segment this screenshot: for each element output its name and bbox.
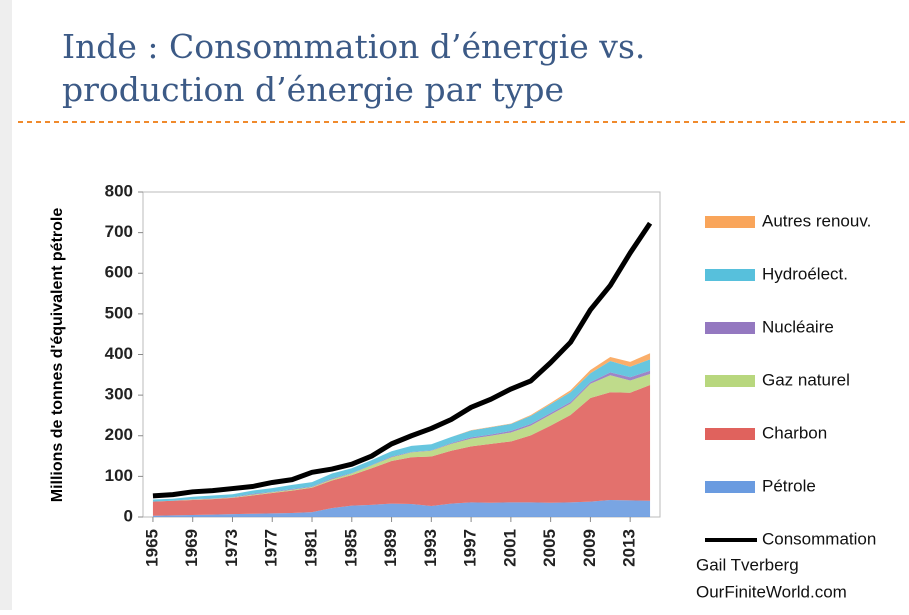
x-tick-label: 1965 [142, 529, 161, 567]
y-tick-label: 500 [105, 303, 133, 322]
x-tick-label: 2005 [540, 529, 559, 567]
x-tick-label: 1993 [421, 529, 440, 567]
x-tick-label: 1985 [341, 529, 360, 567]
x-tick-label: 2001 [500, 529, 519, 567]
legend-swatch [705, 322, 755, 334]
legend-label: Gaz naturel [762, 370, 850, 389]
y-axis-label: Millions de tonnes d'équivalent pétrole [49, 208, 66, 503]
area [152, 499, 651, 517]
y-tick-label: 800 [105, 181, 133, 200]
legend-label: Nucléaire [762, 317, 834, 336]
legend-swatch [705, 216, 755, 228]
y-tick-label: 200 [105, 425, 133, 444]
chart-title: production d’énergie par type [62, 70, 564, 109]
x-tick-label: 1989 [381, 529, 400, 567]
credit: OurFiniteWorld.com [696, 582, 847, 601]
x-tick-label: 1977 [262, 529, 281, 567]
x-tick-label: 1969 [182, 529, 201, 567]
area [152, 359, 651, 502]
y-tick-label: 700 [105, 222, 133, 241]
consumption-line [152, 221, 653, 499]
side-bar [0, 0, 12, 610]
x-tick-label: 2009 [580, 529, 599, 567]
legend-swatch [705, 481, 755, 493]
x-tick-label: 1997 [461, 529, 480, 567]
y-tick-label: 100 [105, 466, 133, 485]
legend-swatch [705, 428, 755, 440]
legend-label: Pétrole [762, 476, 816, 495]
legend-label: Hydroélect. [762, 264, 848, 283]
legend-label: Consommation [762, 529, 876, 548]
legend-label: Autres renouv. [762, 211, 871, 230]
legend-label: Charbon [762, 423, 827, 442]
credit: Gail Tverberg [696, 555, 799, 574]
x-tick-label: 1973 [222, 529, 241, 567]
legend-swatch [705, 375, 755, 387]
legend-swatch [705, 269, 755, 281]
y-tick-label: 600 [105, 263, 133, 282]
y-tick-label: 0 [124, 506, 133, 525]
area [152, 384, 651, 516]
area [152, 374, 651, 502]
y-tick-label: 300 [105, 385, 133, 404]
x-tick-label: 1981 [302, 529, 321, 567]
y-tick-label: 400 [105, 344, 133, 363]
x-tick-label: 2013 [620, 529, 639, 567]
chart-title: Inde : Consommation d’énergie vs. [62, 27, 645, 66]
